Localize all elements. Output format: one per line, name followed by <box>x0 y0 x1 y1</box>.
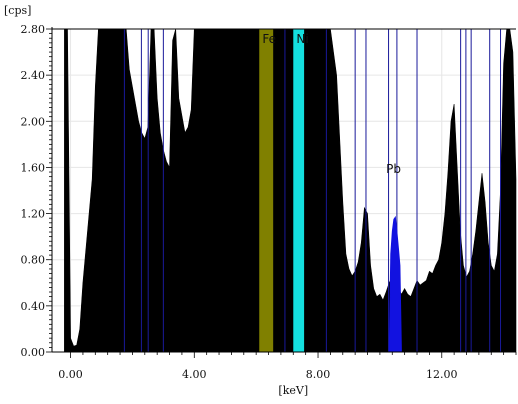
x-tick-label: 0.00 <box>58 368 83 381</box>
y-tick-label: 1.20 <box>21 208 46 221</box>
x-tick-label: 12.00 <box>426 368 458 381</box>
marker-line-layer <box>123 29 502 352</box>
y-tick-label: 0.40 <box>21 300 46 313</box>
element-band-ni <box>293 29 305 352</box>
y-tick-label: 2.00 <box>21 115 46 128</box>
annotation-layer: Fe Ni Pb <box>262 32 401 176</box>
element-label-fe: Fe <box>262 32 276 46</box>
x-tick-label: 8.00 <box>306 368 331 381</box>
y-tick-label: 1.60 <box>21 161 46 174</box>
element-label-ni: Ni <box>296 32 308 46</box>
element-band-fe <box>259 29 274 352</box>
spectrum-area <box>64 28 517 353</box>
x-axis-label: [keV] <box>278 384 308 397</box>
element-label-pb: Pb <box>386 162 401 176</box>
y-tick-label: 2.40 <box>21 69 46 82</box>
y-axis-label: [cps] <box>4 4 31 17</box>
pb-peak-area <box>388 215 402 353</box>
pb-peak-layer <box>388 215 402 353</box>
axis-layer: 0.00 0.40 0.80 1.20 1.60 2.00 2.40 2.80 0.00 4.00… <box>4 4 517 397</box>
y-tick-label: 0.00 <box>21 346 46 359</box>
y-tick-label: 2.80 <box>21 23 46 36</box>
element-band-layer <box>259 29 305 352</box>
y-tick-label: 0.80 <box>21 254 46 267</box>
x-tick-label: 4.00 <box>182 368 207 381</box>
spectrum-layer <box>64 28 517 353</box>
